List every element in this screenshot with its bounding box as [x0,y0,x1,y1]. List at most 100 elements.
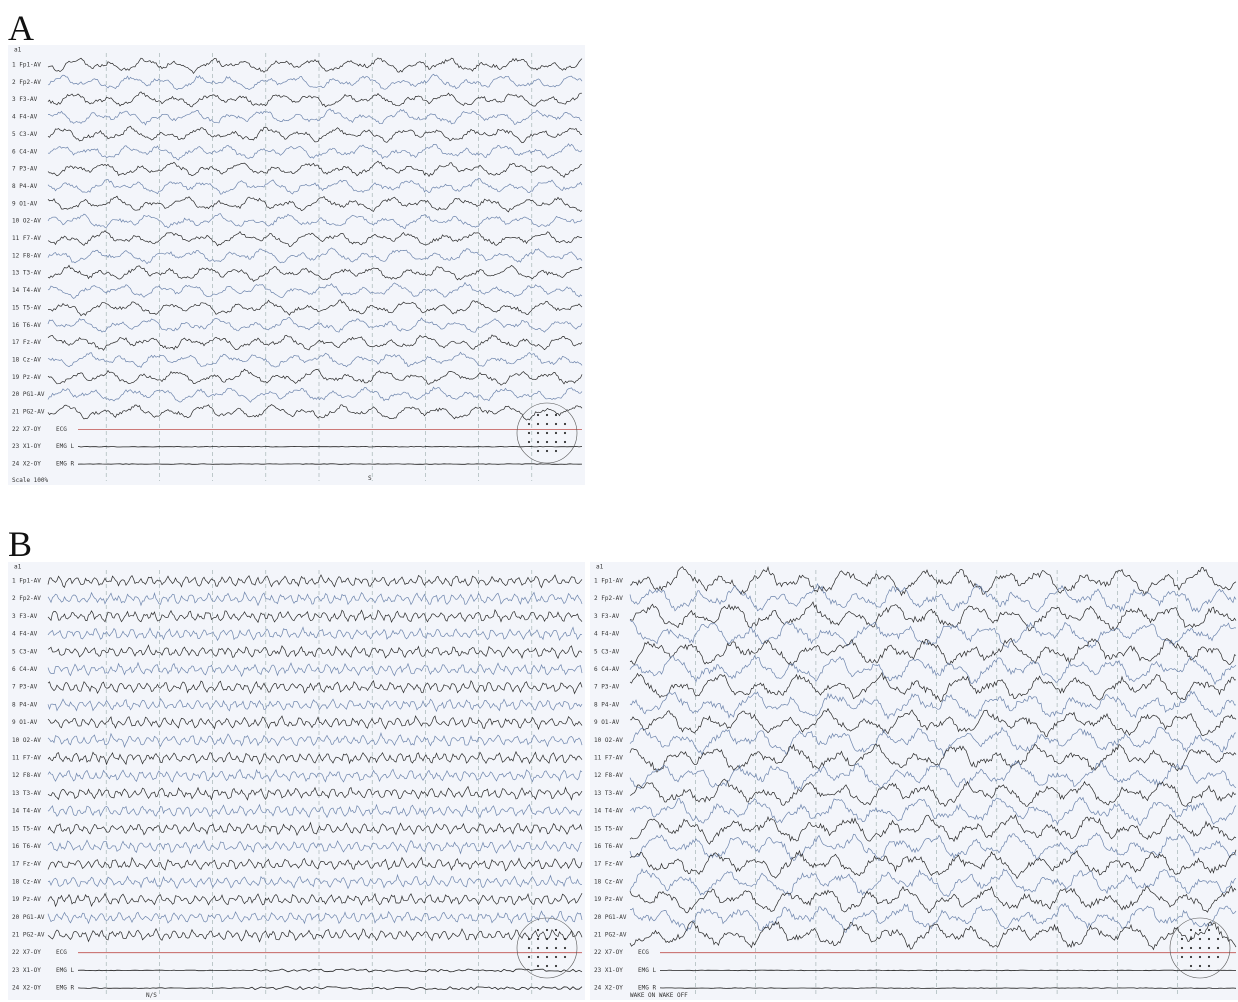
channel-label: 3 F3-AV [12,613,38,620]
channel-label: 17 Fz-AV [12,339,41,346]
aux-label: ECG [638,949,649,956]
channel-label: 22 X7-OY [12,426,41,433]
aux-trace [660,988,1236,989]
aux-label: EMG L [56,967,74,974]
channel-label: 17 Fz-AV [12,861,41,868]
channel-label: 12 F8-AV [12,252,41,259]
channel-label: 6 C4-AV [12,666,38,673]
channel-label: 3 F3-AV [594,613,620,620]
electrode-dot [537,965,539,967]
channel-label: 19 Pz-AV [594,896,623,903]
channel-label: 20 PG1-AV [12,914,45,921]
footer-label: WAKE ON WAKE OFF [630,992,688,999]
electrode-dot [528,956,530,958]
channel-label: 3 F3-AV [12,96,38,103]
channel-label: 13 T3-AV [12,790,41,797]
electrode-dot [537,450,539,452]
electrode-dot [537,423,539,425]
channel-label: 22 X7-OY [12,949,41,956]
channel-label: 16 T6-AV [12,322,41,329]
electrode-dot [546,414,548,416]
aux-label: ECG [56,426,67,433]
electrode-dot [528,441,530,443]
electrode-dot [546,423,548,425]
channel-label: 20 PG1-AV [12,391,45,398]
channel-label: 12 F8-AV [12,772,41,779]
electrode-dot [537,938,539,940]
aux-label: EMG L [56,443,74,450]
montage-header: a1 [14,564,22,571]
electrode-dot [1190,956,1192,958]
channel-label: 14 T4-AV [12,808,41,815]
aux-label: EMG R [638,985,656,992]
electrode-dot [1208,929,1210,931]
electrode-dot [1199,938,1201,940]
electrode-dot [1208,947,1210,949]
electrode-dot [546,956,548,958]
channel-label: 4 F4-AV [594,631,620,638]
channel-label: 6 C4-AV [594,666,620,673]
electrode-dot [1190,929,1192,931]
electrode-dot [1199,947,1201,949]
electrode-dot [555,965,557,967]
aux-label: EMG R [56,461,74,468]
channel-label: 10 O2-AV [12,218,41,225]
electrode-dot [546,441,548,443]
electrode-dot [1199,965,1201,967]
channel-label: 16 T6-AV [12,843,41,850]
montage-header: a1 [14,47,22,54]
channel-label: 8 P4-AV [12,183,38,190]
electrode-dot [537,414,539,416]
channel-label: 5 C3-AV [12,131,38,138]
electrode-dot [546,432,548,434]
channel-label: 21 PG2-AV [12,932,45,939]
aux-label: EMG R [56,985,74,992]
panel-label: B [8,524,32,564]
channel-label: 19 Pz-AV [12,374,41,381]
electrode-dot [555,956,557,958]
channel-label: 8 P4-AV [594,701,620,708]
channel-label: 19 Pz-AV [12,896,41,903]
electrode-dot [564,947,566,949]
panel-background [8,45,585,485]
channel-label: 2 Fp2-AV [12,595,41,602]
aux-label: EMG L [638,967,656,974]
channel-label: 15 T5-AV [594,825,623,832]
channel-label: 14 T4-AV [594,808,623,815]
channel-label: 17 Fz-AV [594,861,623,868]
electrode-dot [555,423,557,425]
channel-label: 7 P3-AV [12,166,38,173]
channel-label: 16 T6-AV [594,843,623,850]
electrode-dot [546,965,548,967]
electrode-dot [537,432,539,434]
electrode-dot [1208,956,1210,958]
montage-header: a1 [596,564,604,571]
channel-label: 10 O2-AV [594,737,623,744]
electrode-dot [564,956,566,958]
channel-label: 18 Cz-AV [594,878,623,885]
channel-label: 1 Fp1-AV [594,578,623,585]
eeg-panel: a11 Fp1-AV2 Fp2-AV3 F3-AV4 F4-AV5 C3-AV6… [8,562,585,1000]
channel-label: 13 T3-AV [12,270,41,277]
figure: A B a11 Fp1-AV2 Fp2-AV3 F3-AV4 F4-AV5 C3… [0,0,1238,1002]
channel-label: 23 X1-OY [12,967,41,974]
footer-label: N/S [146,992,157,999]
channel-label: 9 O1-AV [12,200,38,207]
channel-label: 12 F8-AV [594,772,623,779]
electrode-dot [1208,938,1210,940]
channel-label: 1 Fp1-AV [12,578,41,585]
electrode-dot [555,414,557,416]
channel-label: 9 O1-AV [12,719,38,726]
channel-label: 24 X2-OY [12,461,41,468]
aux-label: ECG [56,949,67,956]
electrode-dot [546,450,548,452]
channel-label: 4 F4-AV [12,631,38,638]
channel-label: 9 O1-AV [594,719,620,726]
electrode-dot [528,423,530,425]
channel-label: 2 Fp2-AV [12,79,41,86]
channel-label: 7 P3-AV [594,684,620,691]
panel-background [8,562,585,1000]
channel-label: 8 P4-AV [12,701,38,708]
channel-label: 11 F7-AV [12,755,41,762]
channel-label: 13 T3-AV [594,790,623,797]
